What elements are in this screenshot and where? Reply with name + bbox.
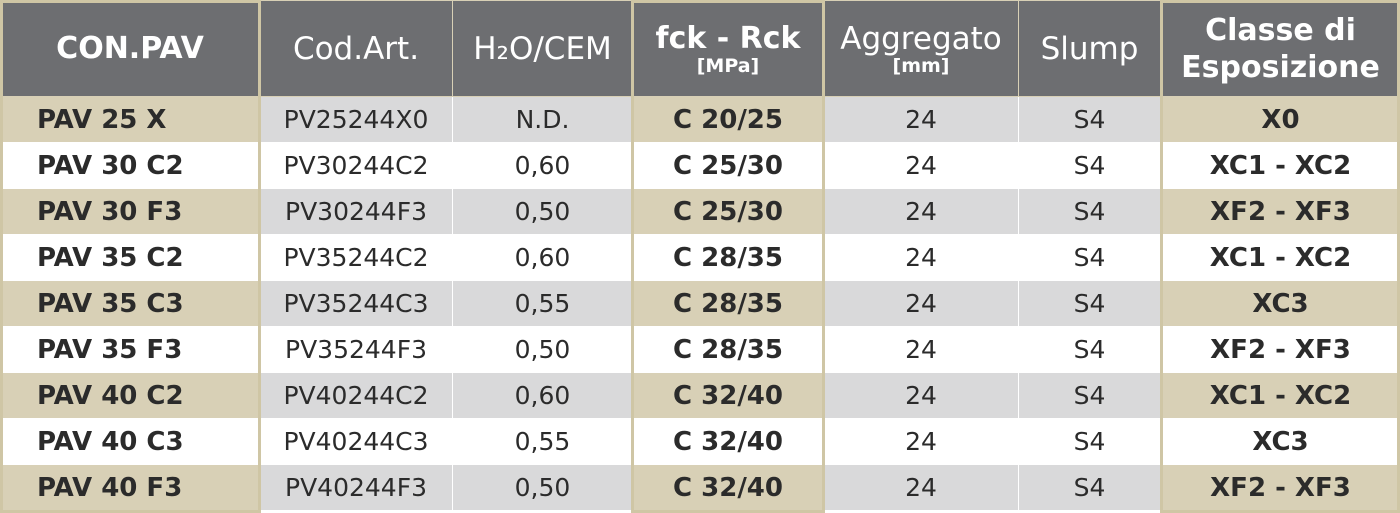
- cell-water-cement-ratio: N.D.: [452, 96, 633, 143]
- cell-aggregate-size: 24: [823, 418, 1019, 465]
- cell-product-name: PAV 35 F3: [0, 326, 260, 373]
- cell-product-name: PAV 35 C3: [0, 280, 260, 327]
- cell-slump-class: S4: [1018, 464, 1161, 511]
- header-ratio: H₂O/CEM: [452, 0, 633, 97]
- cell-aggregate-size: 24: [823, 142, 1019, 189]
- cell-aggregate-size: 24: [823, 464, 1019, 511]
- header-slump: Slump: [1018, 0, 1161, 97]
- cell-product-name: PAV 30 F3: [0, 188, 260, 235]
- cell-article-code: PV35244C2: [259, 234, 453, 281]
- table-row: PAV 40 F3 PV40244F3 0,50 C 32/40 24 S4 XF2 - X…: [0, 464, 1400, 511]
- table-row: PAV 35 C2 PV35244C2 0,60 C 28/35 24 S4 XC1 - X…: [0, 234, 1400, 281]
- cell-strength-class: C 32/40: [632, 372, 824, 419]
- cell-water-cement-ratio: 0,50: [452, 188, 633, 235]
- cell-slump-class: S4: [1018, 96, 1161, 143]
- header-slump-label: Slump: [1040, 30, 1139, 67]
- cell-strength-class: C 28/35: [632, 280, 824, 327]
- header-strength-label: fck - Rck: [655, 20, 801, 56]
- cell-article-code: PV40244C2: [259, 372, 453, 419]
- cell-aggregate-size: 24: [823, 96, 1019, 143]
- cell-slump-class: S4: [1018, 234, 1161, 281]
- cell-exposure-class: XC1 - XC2: [1160, 234, 1400, 281]
- cell-product-name: PAV 35 C2: [0, 234, 260, 281]
- cell-water-cement-ratio: 0,60: [452, 372, 633, 419]
- cell-slump-class: S4: [1018, 326, 1161, 373]
- table-body: PAV 25 X PV25244X0 N.D. C 20/25 24 S4 X0 PAV 30…: [0, 96, 1400, 511]
- cell-aggregate-size: 24: [823, 280, 1019, 327]
- cell-strength-class: C 28/35: [632, 326, 824, 373]
- table-row: PAV 30 F3 PV30244F3 0,50 C 25/30 24 S4 XF2 - X…: [0, 188, 1400, 235]
- cell-strength-class: C 32/40: [632, 418, 824, 465]
- cell-strength-class: C 32/40: [632, 464, 824, 511]
- cell-article-code: PV30244F3: [259, 188, 453, 235]
- table-row: PAV 25 X PV25244X0 N.D. C 20/25 24 S4 X0: [0, 96, 1400, 143]
- cell-product-name: PAV 40 C2: [0, 372, 260, 419]
- header-strength: fck - Rck [MPa]: [632, 0, 824, 97]
- header-code-label: Cod.Art.: [292, 30, 420, 67]
- cell-strength-class: C 28/35: [632, 234, 824, 281]
- header-exposure-line1: Classe di: [1205, 12, 1356, 48]
- header-aggregate-unit: [mm]: [892, 54, 950, 77]
- header-exposure-line2: Esposizione: [1181, 49, 1380, 85]
- header-exposure: Classe di Esposizione: [1160, 0, 1400, 97]
- cell-article-code: PV40244F3: [259, 464, 453, 511]
- header-row: CON.PAV Cod.Art. H₂O/CEM fck - Rck [MPa]…: [0, 0, 1400, 97]
- table-row: PAV 35 C3 PV35244C3 0,55 C 28/35 24 S4 XC3: [0, 280, 1400, 327]
- cell-article-code: PV35244F3: [259, 326, 453, 373]
- cell-strength-class: C 20/25: [632, 96, 824, 143]
- cell-slump-class: S4: [1018, 418, 1161, 465]
- cell-slump-class: S4: [1018, 280, 1161, 327]
- cell-slump-class: S4: [1018, 142, 1161, 189]
- cell-article-code: PV30244C2: [259, 142, 453, 189]
- header-strength-unit: [MPa]: [696, 54, 760, 77]
- cell-water-cement-ratio: 0,55: [452, 280, 633, 327]
- cell-slump-class: S4: [1018, 372, 1161, 419]
- table-row: PAV 40 C2 PV40244C2 0,60 C 32/40 24 S4 XC1 - X…: [0, 372, 1400, 419]
- cell-article-code: PV25244X0: [259, 96, 453, 143]
- cell-aggregate-size: 24: [823, 372, 1019, 419]
- header-aggregate: Aggregato [mm]: [823, 0, 1019, 97]
- cell-exposure-class: X0: [1160, 96, 1400, 143]
- cell-product-name: PAV 40 F3: [0, 464, 260, 511]
- table-row: PAV 30 C2 PV30244C2 0,60 C 25/30 24 S4 XC1 - X…: [0, 142, 1400, 189]
- table-row: PAV 35 F3 PV35244F3 0,50 C 28/35 24 S4 XF2 - X…: [0, 326, 1400, 373]
- cell-exposure-class: XC1 - XC2: [1160, 142, 1400, 189]
- cell-article-code: PV40244C3: [259, 418, 453, 465]
- cell-exposure-class: XC3: [1160, 280, 1400, 327]
- cell-article-code: PV35244C3: [259, 280, 453, 327]
- cell-water-cement-ratio: 0,60: [452, 142, 633, 189]
- cell-strength-class: C 25/30: [632, 142, 824, 189]
- cell-aggregate-size: 24: [823, 326, 1019, 373]
- cell-product-name: PAV 25 X: [0, 96, 260, 143]
- cell-exposure-class: XF2 - XF3: [1160, 464, 1400, 511]
- header-ratio-label: H₂O/CEM: [473, 30, 612, 67]
- cell-water-cement-ratio: 0,50: [452, 464, 633, 511]
- header-aggregate-label: Aggregato: [840, 20, 1002, 57]
- cell-exposure-class: XC3: [1160, 418, 1400, 465]
- header-product-label: CON.PAV: [56, 30, 204, 66]
- cell-exposure-class: XC1 - XC2: [1160, 372, 1400, 419]
- cell-water-cement-ratio: 0,60: [452, 234, 633, 281]
- cell-exposure-class: XF2 - XF3: [1160, 326, 1400, 373]
- cell-slump-class: S4: [1018, 188, 1161, 235]
- cell-exposure-class: XF2 - XF3: [1160, 188, 1400, 235]
- header-product: CON.PAV: [0, 0, 260, 97]
- cell-product-name: PAV 40 C3: [0, 418, 260, 465]
- cell-aggregate-size: 24: [823, 188, 1019, 235]
- table-row: PAV 40 C3 PV40244C3 0,55 C 32/40 24 S4 XC3: [0, 418, 1400, 465]
- cell-product-name: PAV 30 C2: [0, 142, 260, 189]
- cell-strength-class: C 25/30: [632, 188, 824, 235]
- cell-water-cement-ratio: 0,55: [452, 418, 633, 465]
- table-header: CON.PAV Cod.Art. H₂O/CEM fck - Rck [MPa]…: [0, 0, 1400, 97]
- cell-water-cement-ratio: 0,50: [452, 326, 633, 373]
- header-code: Cod.Art.: [259, 0, 453, 97]
- cell-aggregate-size: 24: [823, 234, 1019, 281]
